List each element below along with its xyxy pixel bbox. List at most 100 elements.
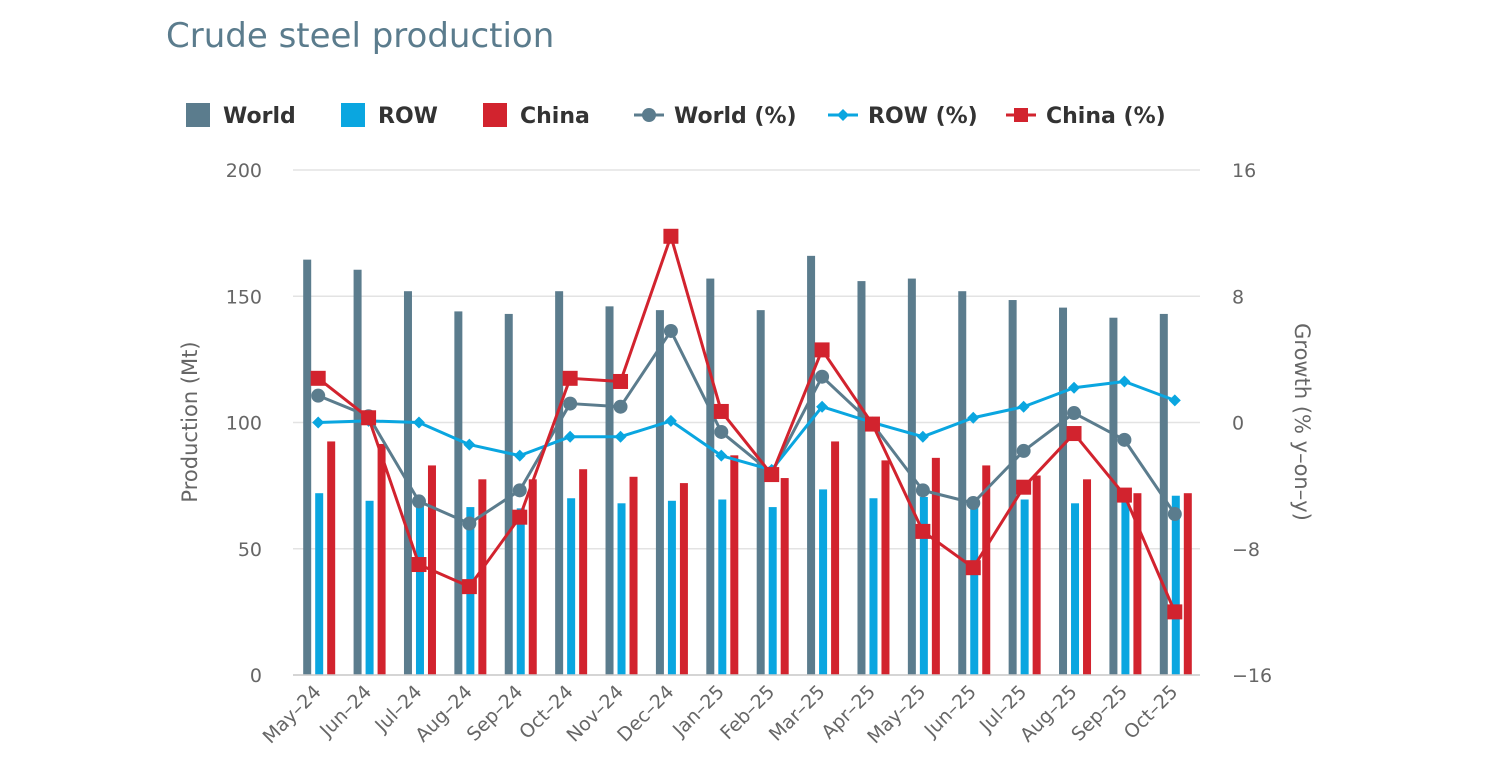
line-world [317, 329, 1177, 525]
x-tick-label: Mar–25 [765, 681, 830, 746]
bar-row [919, 496, 928, 675]
bar-world [1059, 307, 1068, 675]
bar-world [1159, 313, 1168, 675]
legend-swatch-row [341, 103, 365, 127]
bar-world [857, 281, 866, 675]
bar-world [807, 255, 816, 675]
point-china [713, 403, 729, 419]
bar-china [1032, 475, 1041, 675]
legend-swatch-china [483, 103, 507, 127]
bar-row [1071, 503, 1080, 675]
x-tick-label: Oct–25 [1120, 681, 1183, 744]
point-world [563, 396, 578, 411]
bar-row [1171, 495, 1180, 675]
point-row [715, 449, 728, 462]
bar-world [504, 313, 513, 675]
y-axis-title: Production (Mt) [178, 341, 202, 502]
y2-tick-label: 0 [1232, 413, 1244, 435]
legend-marker-world [642, 108, 656, 122]
point-world [915, 483, 930, 498]
legend-label: ROW (%) [868, 104, 978, 129]
point-china [411, 557, 427, 573]
bar-china [327, 441, 336, 675]
bar-china [1083, 479, 1092, 675]
bar-row [617, 503, 626, 675]
chart-title: Crude steel production [166, 16, 554, 56]
point-row [1068, 381, 1081, 394]
legend-label: China (%) [1046, 104, 1166, 129]
bar-row [869, 498, 878, 675]
point-world [714, 424, 729, 439]
bar-china [377, 443, 386, 675]
legend-label: China [520, 104, 590, 129]
point-row [312, 416, 325, 429]
point-row [664, 414, 677, 427]
legend-marker-row [837, 109, 849, 121]
point-world [1167, 507, 1182, 522]
bar-china [881, 460, 890, 675]
point-row [412, 416, 425, 429]
bar-world [655, 310, 664, 675]
point-china [864, 416, 880, 432]
point-china [915, 523, 931, 539]
x-tick-label: Dec–24 [613, 681, 678, 746]
legend-swatch-world [186, 103, 210, 127]
point-world [663, 323, 678, 338]
x-tick-label: Aug–25 [1016, 681, 1082, 747]
y-tick-label: 200 [226, 160, 262, 182]
point-row [1118, 375, 1131, 388]
y2-tick-label: −16 [1232, 665, 1272, 687]
bars [303, 255, 1192, 675]
point-world [311, 388, 326, 403]
bar-row [365, 500, 374, 675]
point-row [1017, 400, 1030, 413]
point-row [816, 400, 829, 413]
x-tick-label: Jun–24 [315, 681, 376, 742]
point-china [512, 509, 528, 525]
bar-china [780, 478, 789, 675]
y2-tick-label: −8 [1232, 539, 1260, 561]
bar-world [1109, 317, 1118, 675]
x-tick-label: May–24 [259, 681, 326, 748]
point-world [411, 494, 426, 509]
bar-china [1183, 493, 1192, 675]
bar-row [1121, 499, 1130, 675]
bar-row [315, 493, 324, 675]
point-row [564, 430, 577, 443]
point-world [815, 369, 830, 384]
legend-marker-china [1014, 108, 1028, 122]
point-row [916, 430, 929, 443]
bar-china [831, 441, 840, 675]
point-china [965, 560, 981, 576]
point-china [1016, 479, 1032, 495]
legend-label: World [223, 104, 296, 129]
bar-china [579, 469, 588, 675]
point-china [562, 370, 578, 386]
bar-china [478, 479, 487, 675]
y-tick-label: 0 [250, 665, 262, 687]
point-world [1016, 443, 1031, 458]
point-china [663, 228, 679, 244]
bar-world [958, 291, 967, 675]
point-china [1116, 487, 1132, 503]
lines [310, 228, 1183, 620]
point-world [613, 399, 628, 414]
x-tick-label: Jun–25 [920, 681, 981, 742]
point-china [1167, 604, 1183, 620]
bar-row [819, 489, 828, 675]
legend-label: World (%) [674, 104, 797, 129]
point-row [513, 449, 526, 462]
point-row [463, 438, 476, 451]
legend-label: ROW [378, 104, 438, 129]
point-row [967, 411, 980, 424]
point-world [1067, 406, 1082, 421]
bar-china [730, 455, 739, 675]
bar-world [1008, 300, 1017, 675]
line-china [317, 234, 1177, 613]
bar-world [706, 278, 715, 675]
y-tick-label: 50 [238, 539, 262, 561]
bar-china [528, 479, 537, 675]
bar-row [415, 500, 424, 675]
